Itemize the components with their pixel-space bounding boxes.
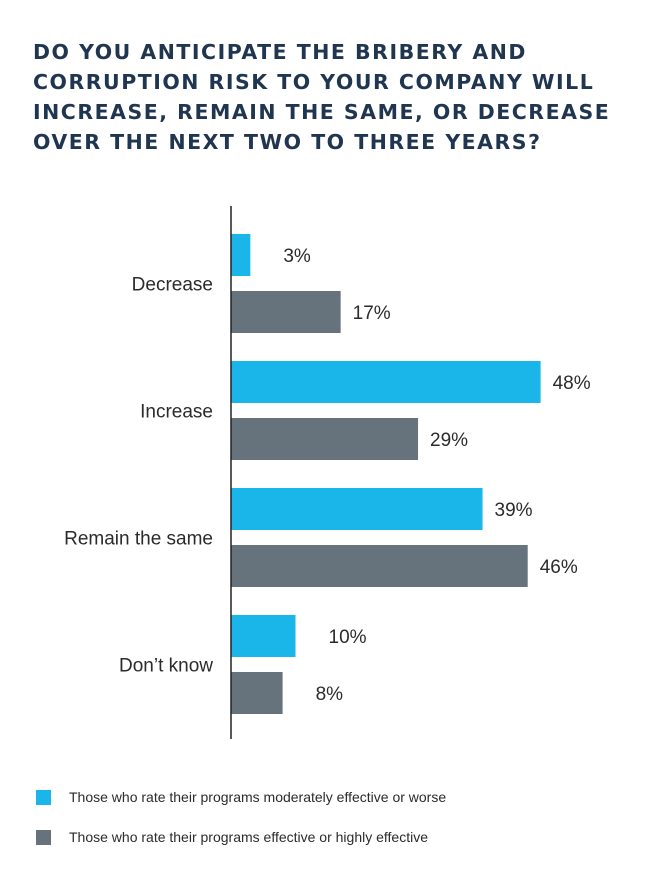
data-label: 48% bbox=[553, 373, 591, 394]
legend-label-series2: Those who rate their programs effective … bbox=[69, 829, 428, 845]
data-label: 3% bbox=[283, 246, 311, 267]
category-label: Increase bbox=[140, 402, 213, 423]
legend-item-series1: Those who rate their programs moderately… bbox=[36, 788, 446, 806]
bar-series2 bbox=[231, 672, 283, 714]
legend-swatch-series2 bbox=[36, 829, 51, 845]
data-label: 46% bbox=[540, 557, 578, 578]
title-line: CORRUPTION RISK TO YOUR COMPANY WILL bbox=[33, 70, 595, 94]
category-label: Don’t know bbox=[119, 656, 213, 677]
data-label: 29% bbox=[430, 430, 468, 451]
data-label: 39% bbox=[495, 500, 533, 521]
legend: Those who rate their programs moderately… bbox=[36, 788, 446, 868]
data-label: 17% bbox=[353, 303, 391, 324]
category-label: Remain the same bbox=[64, 529, 213, 550]
bar-series2 bbox=[231, 545, 528, 587]
legend-item-series2: Those who rate their programs effective … bbox=[36, 828, 446, 846]
bar-series1 bbox=[231, 488, 483, 530]
bar-series1 bbox=[231, 615, 296, 657]
chart-title: DO YOU ANTICIPATE THE BRIBERY AND CORRUP… bbox=[33, 37, 633, 157]
category-label: Decrease bbox=[132, 275, 213, 296]
legend-swatch-series1 bbox=[36, 789, 51, 805]
title-line: OVER THE NEXT TWO TO THREE YEARS? bbox=[33, 130, 542, 154]
title-line: DO YOU ANTICIPATE THE BRIBERY AND bbox=[33, 40, 527, 64]
bar-series2 bbox=[231, 418, 419, 460]
data-label: 10% bbox=[329, 627, 367, 648]
title-line: INCREASE, REMAIN THE SAME, OR DECREASE bbox=[33, 100, 611, 124]
bar-series1 bbox=[231, 234, 251, 276]
data-label: 8% bbox=[316, 684, 344, 705]
bar-series1 bbox=[231, 361, 541, 403]
bar-series2 bbox=[231, 291, 341, 333]
legend-label-series1: Those who rate their programs moderately… bbox=[69, 789, 447, 805]
